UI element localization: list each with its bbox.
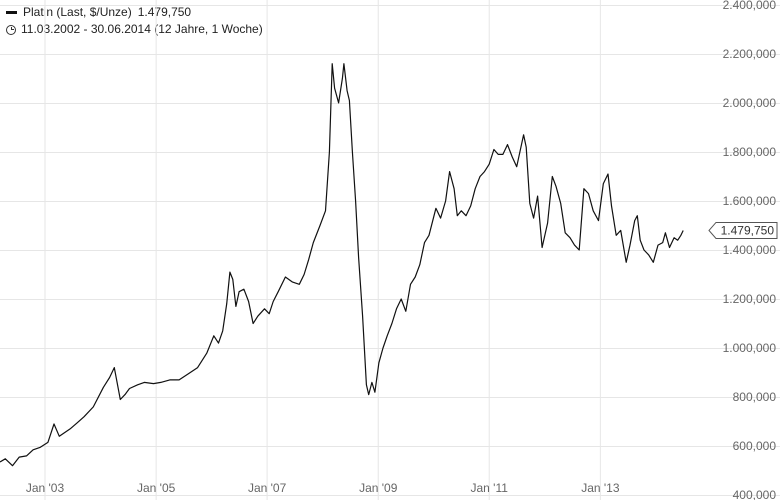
x-tick-label: Jan '05 [137, 481, 176, 495]
x-tick-label: Jan '03 [26, 481, 65, 495]
x-tick-label: Jan '07 [248, 481, 287, 495]
x-tick-label: Jan '13 [581, 481, 620, 495]
y-tick-label: 2.000,000 [723, 96, 777, 110]
last-value-label: 1.479,750 [721, 223, 775, 237]
price-series-line [0, 63, 684, 467]
y-tick-label: 1.200,000 [723, 292, 777, 306]
y-tick-label: 1.600,000 [723, 194, 777, 208]
legend-last-value: 1.479,750 [137, 5, 192, 19]
series-swatch-icon [6, 11, 17, 14]
legend-date-range: 11.03.2002 - 30.06.2014 (12 Jahre, 1 Woc… [21, 22, 263, 36]
x-tick-label: Jan '11 [471, 481, 509, 495]
y-tick-label: 400,000 [733, 488, 777, 500]
y-tick-label: 2.400,000 [723, 0, 777, 12]
last-value-badge [708, 221, 778, 239]
x-tick-label: Jan '09 [359, 481, 398, 495]
y-tick-label: 1.800,000 [723, 145, 777, 159]
clock-icon [6, 24, 16, 35]
y-tick-label: 1.400,000 [723, 243, 777, 257]
y-tick-label: 600,000 [733, 439, 777, 453]
legend-range-row: 11.03.2002 - 30.06.2014 (12 Jahre, 1 Woc… [6, 21, 263, 38]
legend-series-label: Platin (Last, $/Unze) [23, 5, 132, 19]
y-tick-label: 2.200,000 [723, 47, 777, 61]
legend-series-row: Platin (Last, $/Unze) 1.479,750 [6, 4, 263, 21]
chart-legend: Platin (Last, $/Unze) 1.479,750 11.03.20… [6, 4, 263, 38]
y-tick-label: 800,000 [733, 390, 777, 404]
y-tick-label: 1.000,000 [723, 341, 777, 355]
